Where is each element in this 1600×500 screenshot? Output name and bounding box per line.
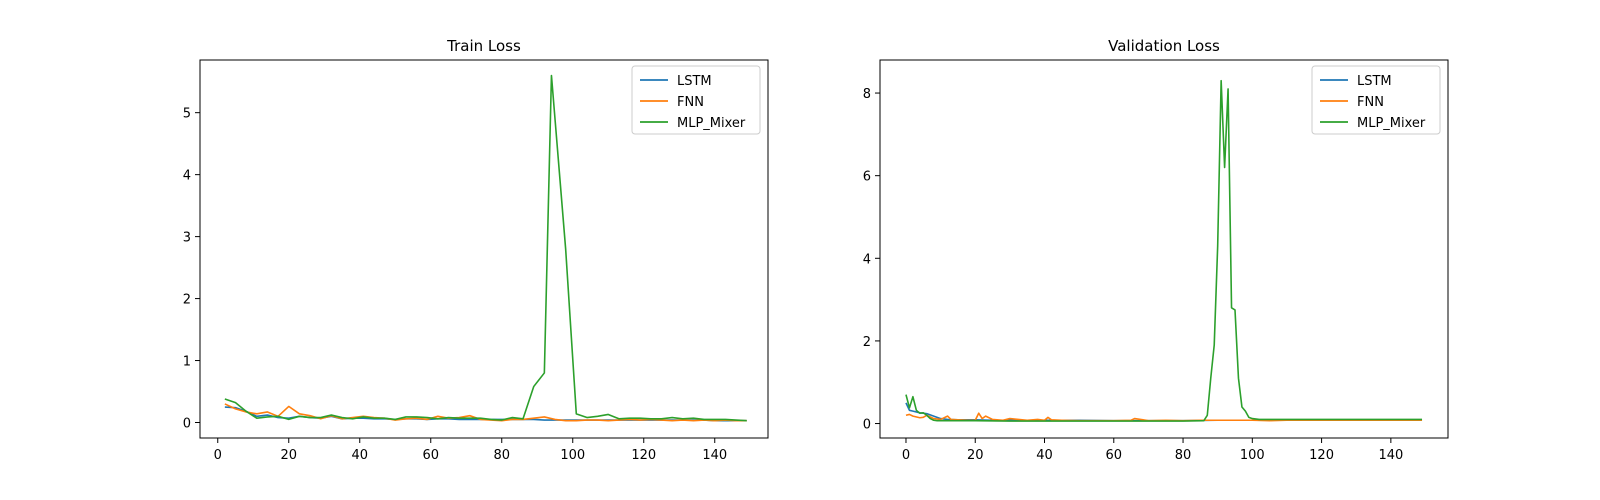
- y-tick-label: 1: [183, 355, 191, 370]
- x-tick-label: 60: [1106, 448, 1123, 463]
- legend-label: MLP_Mixer: [1357, 116, 1426, 131]
- legend-box: [631, 65, 761, 135]
- x-tick-label: 100: [1240, 448, 1265, 463]
- y-tick-label: 2: [183, 293, 191, 308]
- series-line-mlp-mixer: [224, 74, 747, 422]
- x-tick-label: 120: [631, 448, 656, 463]
- y-tick-label: 4: [183, 169, 191, 184]
- x-tick-label: 20: [280, 448, 297, 463]
- x-tick-label: 20: [967, 448, 984, 463]
- legend: LSTM FNN MLP_Mixer: [1311, 65, 1441, 135]
- y-tick-label: 4: [863, 252, 871, 267]
- legend-label: FNN: [1357, 95, 1384, 110]
- chart-title: Validation Loss: [1108, 37, 1220, 55]
- legend-box: [1311, 65, 1441, 135]
- plot-frame: [879, 59, 1449, 439]
- legend: LSTM FNN MLP_Mixer: [631, 65, 761, 135]
- x-tick-label: 80: [1175, 448, 1192, 463]
- legend-label: LSTM: [677, 74, 712, 89]
- y-tick-label: 2: [863, 335, 871, 350]
- x-tick-label: 0: [214, 448, 222, 463]
- legend-label: FNN: [677, 95, 704, 110]
- x-tick-label: 0: [902, 448, 910, 463]
- x-tick-label: 100: [560, 448, 585, 463]
- x-tick-label: 40: [1036, 448, 1053, 463]
- y-tick-label: 8: [863, 87, 871, 102]
- y-tick-label: 6: [863, 170, 871, 185]
- legend-label: MLP_Mixer: [677, 116, 746, 131]
- legend-label: LSTM: [1357, 74, 1392, 89]
- y-tick-label: 0: [863, 418, 871, 433]
- chart-title: Train Loss: [446, 37, 521, 55]
- validation-loss-panel: Validation Loss 0 20 40 60 80 100 120 140 0 2 4 6 8 LS…: [863, 37, 1449, 463]
- x-tick-label: 60: [422, 448, 439, 463]
- y-tick-label: 0: [183, 417, 191, 432]
- series-line-fnn: [224, 403, 747, 422]
- x-tick-label: 40: [351, 448, 368, 463]
- x-tick-label: 80: [493, 448, 510, 463]
- plot-frame: [199, 59, 769, 439]
- series-line-mlp-mixer: [905, 79, 1423, 422]
- y-tick-label: 3: [183, 231, 191, 246]
- x-tick-label: 120: [1309, 448, 1334, 463]
- train-loss-panel: Train Loss 0 20 40 60 80 100 120 140 0 1 2 3 4 5 LSTM FN…: [183, 37, 769, 463]
- x-tick-label: 140: [1378, 448, 1403, 463]
- series-line-fnn: [905, 412, 1423, 422]
- x-tick-label: 140: [702, 448, 727, 463]
- y-tick-label: 5: [183, 107, 191, 122]
